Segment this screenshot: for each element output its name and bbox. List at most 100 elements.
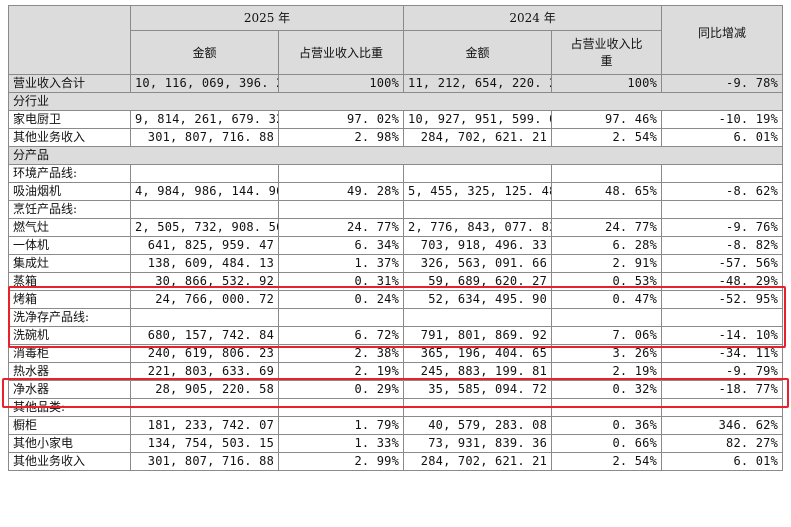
- row-label: 其他业务收入: [8, 128, 131, 147]
- yoy-change: -52. 95%: [661, 290, 784, 309]
- row-label: 洗净存产品线:: [8, 308, 131, 327]
- table-row: 其他品类:: [8, 398, 784, 417]
- table-row: 吸油烟机 4, 984, 986, 144. 96 49. 28% 5, 455, 3…: [8, 182, 784, 201]
- amount-2025: 301, 807, 716. 88: [130, 452, 279, 471]
- header-year-2025: 2025 年: [129, 5, 405, 31]
- amount-2025: 30, 866, 532. 92: [130, 272, 279, 291]
- yoy-change: -10. 19%: [661, 110, 784, 129]
- amount-2025: 680, 157, 742. 84: [130, 326, 279, 345]
- ratio-2025: [277, 398, 405, 417]
- table-row: 集成灶 138, 609, 484. 13 1. 37% 326, 563, 091.…: [8, 254, 784, 273]
- amount-2024: 11, 212, 654, 220. 22: [403, 74, 553, 93]
- row-label: 其他小家电: [8, 434, 131, 453]
- amount-2025: 9, 814, 261, 679. 32: [130, 110, 279, 129]
- table-row: 蒸箱 30, 866, 532. 92 0. 31% 59, 689, 620. 27…: [8, 272, 784, 291]
- amount-2025: 4, 984, 986, 144. 96: [130, 182, 279, 201]
- amount-2024: 365, 196, 404. 65: [403, 344, 553, 363]
- row-label: 洗碗机: [8, 326, 131, 345]
- yoy-change: -57. 56%: [661, 254, 784, 273]
- ratio-2025: 1. 33%: [277, 434, 405, 453]
- table-row: 烹饪产品线:: [8, 200, 784, 219]
- amount-2025: 28, 905, 220. 58: [130, 380, 279, 399]
- amount-2024: 5, 455, 325, 125. 48: [403, 182, 553, 201]
- ratio-2025: 1. 37%: [277, 254, 405, 273]
- ratio-2024: [551, 398, 663, 417]
- yoy-change: [661, 164, 784, 183]
- row-label: 集成灶: [8, 254, 131, 273]
- amount-2024: 2, 776, 843, 077. 83: [403, 218, 553, 237]
- amount-2025: 301, 807, 716. 88: [130, 128, 279, 147]
- amount-2025: 221, 803, 633. 69: [130, 362, 279, 381]
- table-row: 橱柜 181, 233, 742. 07 1. 79% 40, 579, 283. 0…: [8, 416, 784, 435]
- row-label: 一体机: [8, 236, 131, 255]
- section-row: 分行业: [7, 92, 784, 111]
- revenue-table-wrapper: 2025 年 2024 年 同比增减 金额 占营业收入比重 金额 占营业收入比 …: [7, 5, 784, 471]
- amount-2025: 10, 116, 069, 396. 20: [130, 74, 279, 93]
- ratio-2024: 6. 28%: [551, 236, 663, 255]
- amount-2024: 284, 702, 621. 21: [403, 128, 553, 147]
- amount-2025: [130, 398, 279, 417]
- amount-2024: [403, 164, 553, 183]
- ratio-2025: 0. 24%: [277, 290, 405, 309]
- yoy-change: -9. 78%: [661, 74, 784, 93]
- header-row-columns: 金额 占营业收入比重 金额 占营业收入比 重: [9, 30, 783, 75]
- table-row: 环境产品线:: [8, 164, 784, 183]
- header-ratio-2025: 占营业收入比重: [277, 30, 405, 75]
- yoy-change: -14. 10%: [661, 326, 784, 345]
- table-row: 洗净存产品线:: [8, 308, 784, 327]
- ratio-2024: [551, 200, 663, 219]
- amount-2025: [130, 164, 279, 183]
- table-row: 消毒柜 240, 619, 806. 23 2. 38% 365, 196, 404.…: [8, 344, 784, 363]
- row-label: 燃气灶: [8, 218, 131, 237]
- amount-2025: 138, 609, 484. 13: [130, 254, 279, 273]
- ratio-2024: 48. 65%: [551, 182, 663, 201]
- table-row: 一体机 641, 825, 959. 47 6. 34% 703, 918, 496.…: [8, 236, 784, 255]
- header-amount-2025: 金额: [130, 30, 279, 75]
- amount-2024: 73, 931, 839. 36: [403, 434, 553, 453]
- amount-2024: 326, 563, 091. 66: [403, 254, 553, 273]
- table-row: 其他业务收入 301, 807, 716. 88 2. 98% 284, 702, 6…: [8, 128, 784, 147]
- amount-2025: 641, 825, 959. 47: [130, 236, 279, 255]
- yoy-change: 346. 62%: [661, 416, 784, 435]
- ratio-2024: 7. 06%: [551, 326, 663, 345]
- ratio-2024: 2. 54%: [551, 128, 663, 147]
- amount-2024: 52, 634, 495. 90: [403, 290, 553, 309]
- table-row: 净水器 28, 905, 220. 58 0. 29% 35, 585, 094. 7…: [8, 380, 784, 399]
- row-label: 营业收入合计: [8, 74, 131, 93]
- amount-2025: 134, 754, 503. 15: [130, 434, 279, 453]
- yoy-change: [661, 398, 784, 417]
- row-label: 橱柜: [8, 416, 131, 435]
- ratio-2024: 97. 46%: [551, 110, 663, 129]
- amount-2024: 40, 579, 283. 08: [403, 416, 553, 435]
- yoy-change: 6. 01%: [661, 128, 784, 147]
- amount-2025: [130, 200, 279, 219]
- table-row: 洗碗机 680, 157, 742. 84 6. 72% 791, 801, 869.…: [8, 326, 784, 345]
- ratio-2025: 1. 79%: [277, 416, 405, 435]
- ratio-2025: 24. 77%: [277, 218, 405, 237]
- ratio-2025: 2. 19%: [277, 362, 405, 381]
- row-label: 消毒柜: [8, 344, 131, 363]
- row-label: 吸油烟机: [8, 182, 131, 201]
- row-label: 蒸箱: [8, 272, 131, 291]
- ratio-2025: 2. 98%: [277, 128, 405, 147]
- amount-2024: [403, 308, 553, 327]
- table-row: 燃气灶 2, 505, 732, 908. 56 24. 77% 2, 776, 84…: [8, 218, 784, 237]
- ratio-2024: 2. 19%: [551, 362, 663, 381]
- ratio-2024: 2. 91%: [551, 254, 663, 273]
- row-label: 环境产品线:: [8, 164, 131, 183]
- ratio-2025: 2. 99%: [277, 452, 405, 471]
- table-body: 营业收入合计 10, 116, 069, 396. 20 100% 11, 212, …: [7, 74, 784, 471]
- yoy-change: -8. 62%: [661, 182, 784, 201]
- ratio-2024: 3. 26%: [551, 344, 663, 363]
- row-label: 其他品类:: [8, 398, 131, 417]
- ratio-2025: 2. 38%: [277, 344, 405, 363]
- row-label: 烤箱: [8, 290, 131, 309]
- table-row: 烤箱 24, 766, 000. 72 0. 24% 52, 634, 495. 90…: [8, 290, 784, 309]
- ratio-2025: 97. 02%: [277, 110, 405, 129]
- yoy-change: -18. 77%: [661, 380, 784, 399]
- amount-2024: [403, 398, 553, 417]
- amount-2024: 284, 702, 621. 21: [403, 452, 553, 471]
- section-label: 分行业: [7, 92, 784, 111]
- yoy-change: 82. 27%: [661, 434, 784, 453]
- ratio-2025: [277, 164, 405, 183]
